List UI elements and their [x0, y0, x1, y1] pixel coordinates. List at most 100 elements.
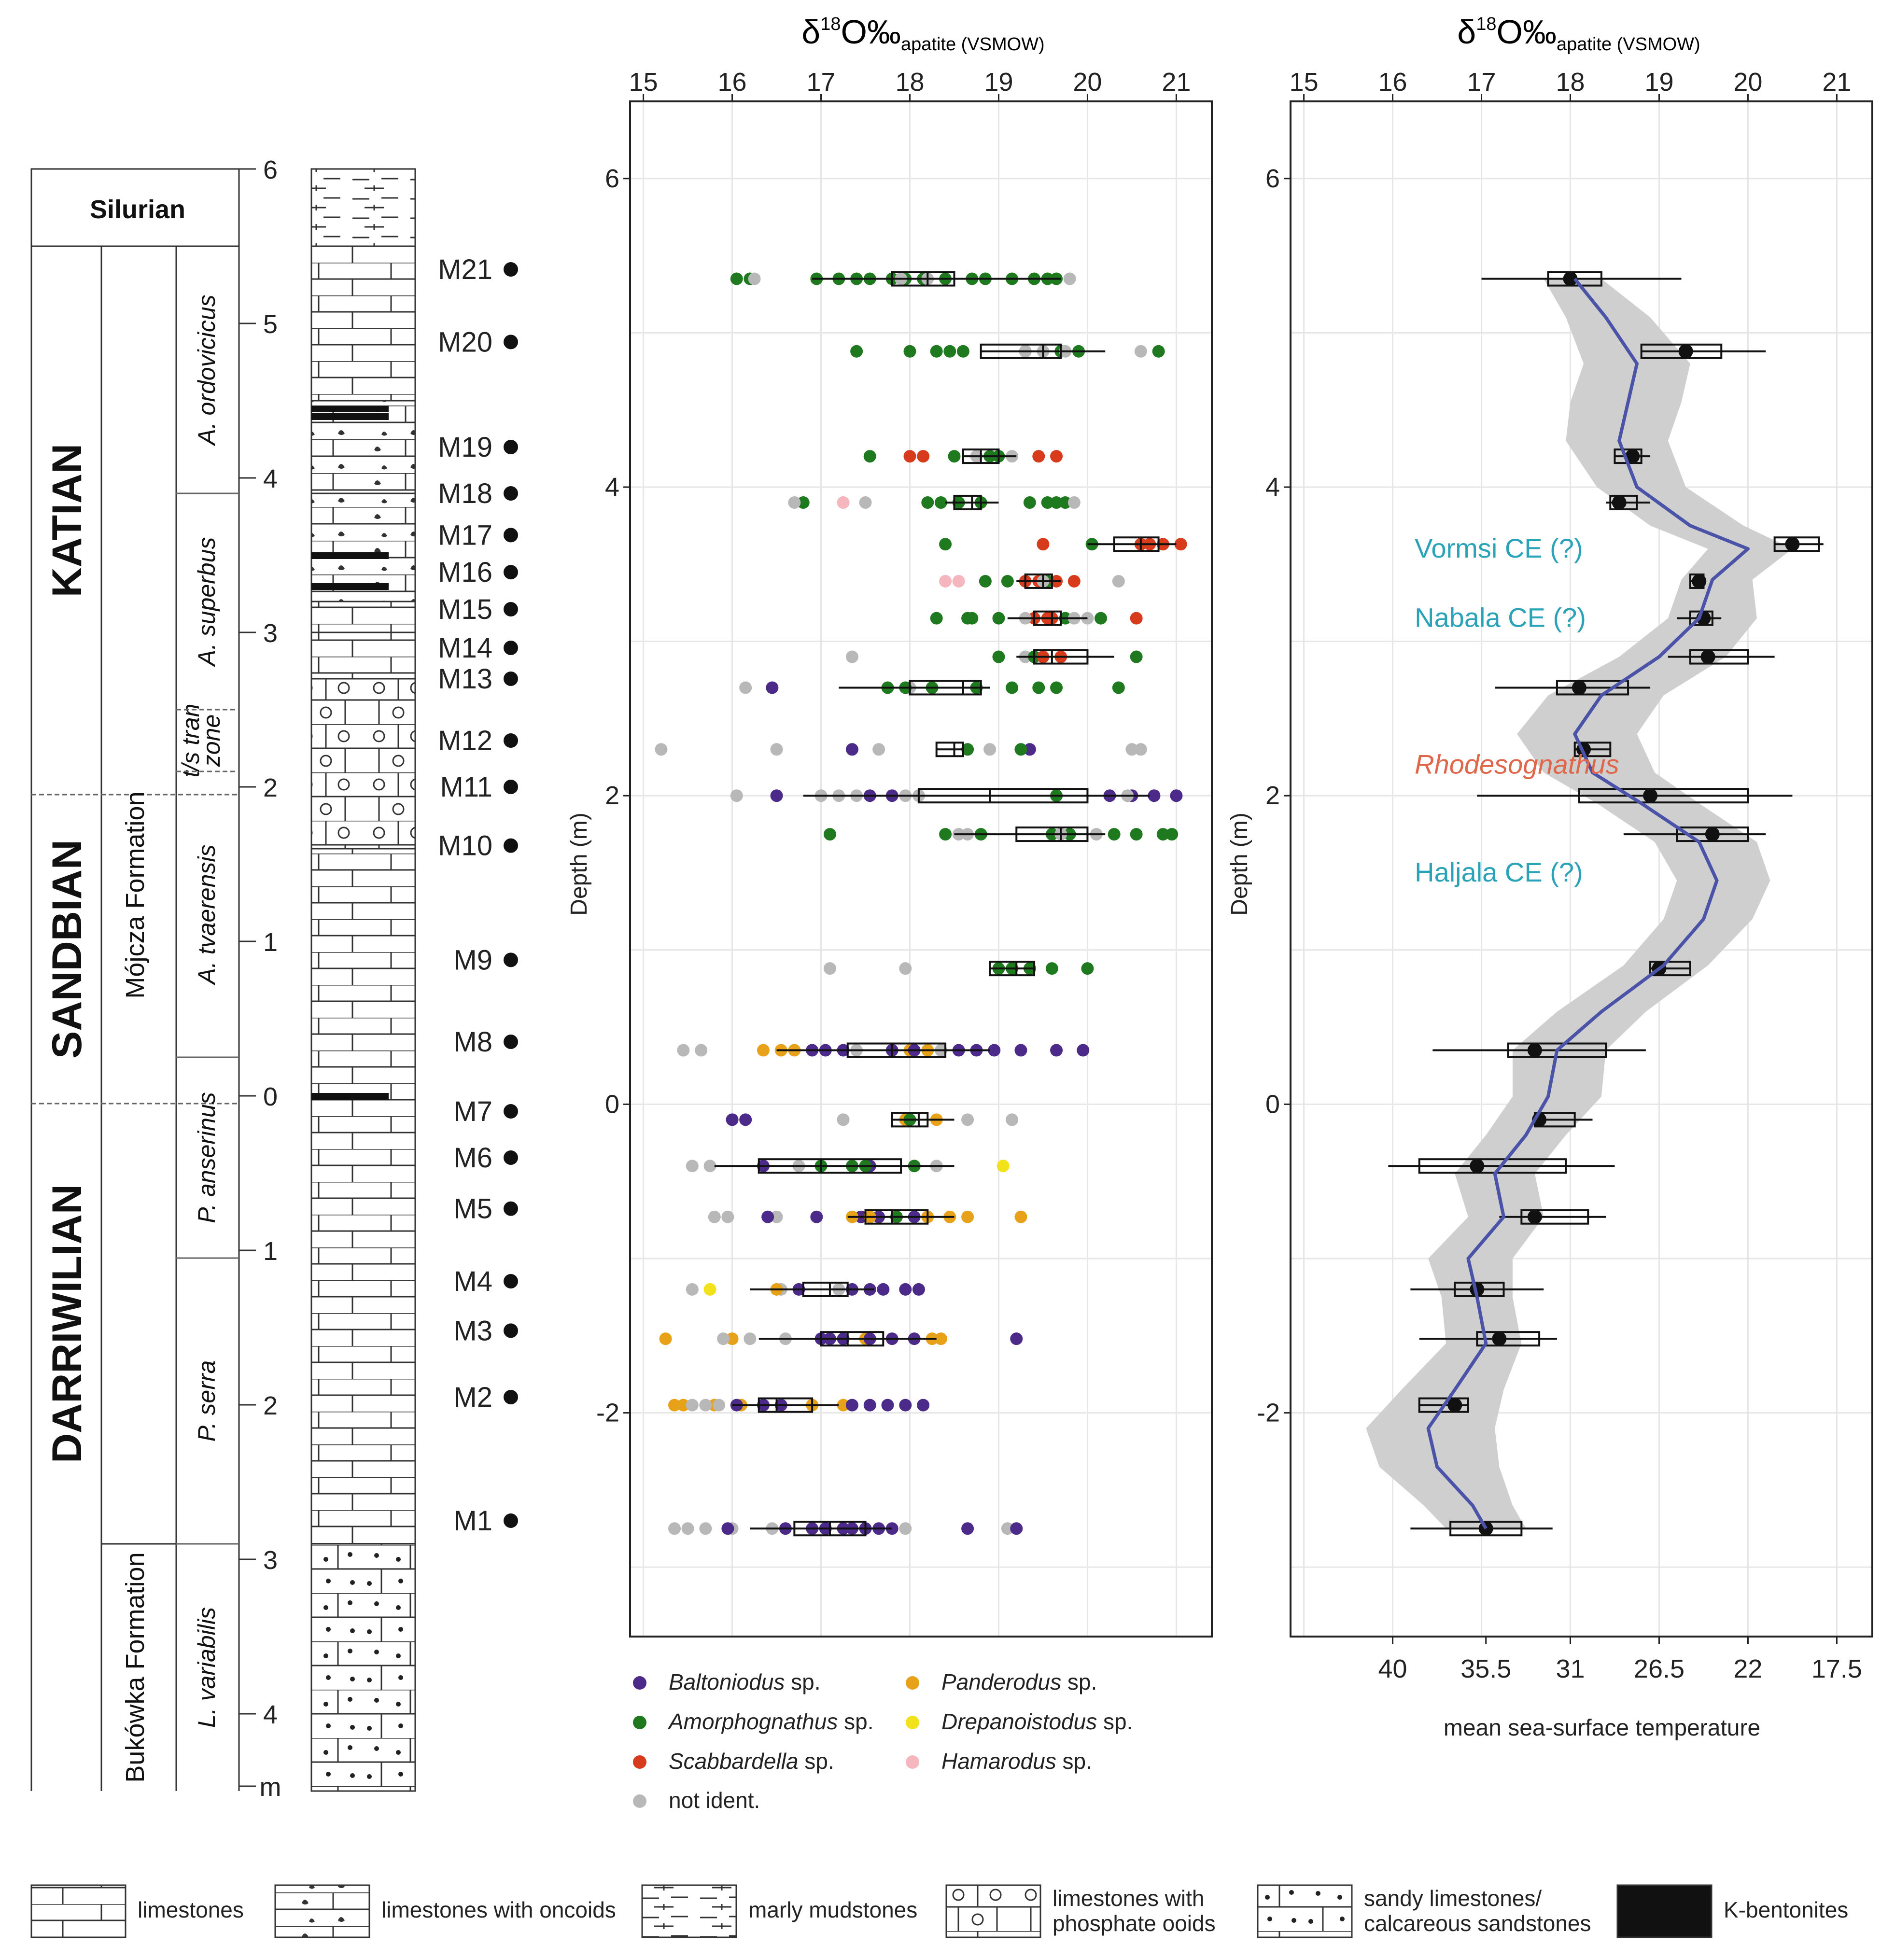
sample-marker: [504, 641, 518, 655]
data-point: [899, 1283, 912, 1296]
data-point: [712, 1399, 725, 1412]
y-tick-label: 6: [605, 164, 619, 193]
column-scale-label: 3: [263, 619, 278, 648]
sample-label: M9: [453, 944, 492, 976]
data-point: [1032, 450, 1045, 463]
data-point: [1095, 612, 1108, 625]
silurian-box: [30, 168, 240, 247]
column-scale-label: 4: [263, 1700, 278, 1729]
column-scale-label: 2: [263, 1391, 278, 1420]
data-point: [845, 650, 858, 663]
x-tick-label: 18: [895, 68, 924, 97]
box-iqr: [1015, 826, 1089, 842]
data-point: [1148, 789, 1161, 802]
data-point: [797, 496, 810, 509]
data-point: [1156, 828, 1169, 841]
data-point: [1067, 574, 1081, 588]
y-tick-label: -2: [596, 1399, 619, 1428]
data-point: [961, 1113, 974, 1126]
mean-marker: [1572, 680, 1586, 695]
sample-label: M17: [438, 519, 492, 551]
box-iqr: [758, 1397, 814, 1413]
y-tick-label: 4: [1265, 473, 1280, 502]
sample-label: M2: [453, 1382, 492, 1413]
data-point: [921, 496, 934, 509]
data-point: [1165, 828, 1179, 841]
box-iqr: [1773, 536, 1820, 552]
zone-label: L. variabilis: [193, 1607, 220, 1728]
data-point: [1130, 650, 1143, 663]
legend-label: Scabbardella sp.: [669, 1749, 834, 1774]
lithology-legend: limestones limestones with oncoids marly m…: [30, 1884, 1848, 1938]
legend-label: Drepanoistodus sp.: [941, 1709, 1133, 1734]
boxplots: [714, 271, 1177, 1537]
mean-marker: [1470, 1159, 1485, 1174]
data-point: [708, 1210, 721, 1223]
data-point: [730, 272, 743, 285]
data-point: [703, 1160, 716, 1173]
box-iqr: [802, 1281, 849, 1297]
data-point: [845, 743, 858, 756]
sample-label: M7: [453, 1096, 492, 1127]
data-point: [948, 450, 961, 463]
delta18o-smooth-panel: δ18O‰apatite (VSMOW) 15 16 17 18 19 20 21 -2 0 2…: [1227, 13, 1873, 1741]
y-tick-label: 0: [1265, 1090, 1280, 1119]
data-point: [983, 743, 997, 756]
y-tick-label: 2: [1265, 781, 1280, 810]
formation-label: Bukówka Formation: [121, 1552, 150, 1782]
delta18o-scatter-panel: δ18O‰apatite (VSMOW) 15 16 17 18 19 20 21 -2 0 2…: [566, 13, 1213, 1638]
formation-label: Mójcza Formation: [121, 791, 150, 998]
data-point: [1050, 681, 1063, 694]
temperature-tick-label: 40: [1378, 1654, 1407, 1683]
sample-marker: [504, 952, 518, 967]
data-point: [699, 1522, 712, 1535]
data-point: [899, 962, 912, 975]
box-iqr: [1033, 649, 1089, 665]
legend-marker: [906, 1755, 919, 1769]
data-point: [1050, 496, 1063, 509]
data-point: [1010, 1522, 1023, 1535]
legend-swatch: [1616, 1884, 1713, 1938]
box-iqr: [758, 1158, 902, 1174]
y-tick-label: -2: [1257, 1399, 1280, 1428]
stratigraphic-column: Silurian KATIAN SANDBIAN DARRIWILIAN Mójcza …: [30, 155, 518, 1802]
legend-label: Amorphognathus sp.: [667, 1709, 874, 1734]
data-point: [699, 1399, 712, 1412]
data-point: [1023, 743, 1036, 756]
data-point: [1001, 574, 1014, 588]
data-point: [717, 1332, 730, 1345]
legend-swatch: [641, 1884, 737, 1938]
sample-label: M21: [438, 254, 492, 285]
legend-label: limestones with oncoids: [381, 1897, 616, 1922]
sample-label: M4: [453, 1266, 492, 1297]
data-point: [1014, 1210, 1027, 1223]
y-tick-label: 4: [605, 473, 619, 502]
legend-swatch: [30, 1884, 126, 1938]
data-point: [837, 496, 850, 509]
k-bentonite-layer: [311, 406, 389, 412]
sample-label: M11: [440, 771, 492, 803]
data-point: [1014, 1044, 1027, 1057]
data-point: [939, 538, 952, 551]
data-point: [899, 1522, 912, 1535]
mean-marker: [1692, 574, 1707, 588]
column-scale-label: 5: [263, 310, 278, 339]
column-scale-label: 3: [263, 1546, 278, 1575]
data-point: [961, 743, 974, 756]
legend-label: sandy limestones/: [1364, 1886, 1542, 1911]
event-label: Vormsi CE (?): [1415, 533, 1583, 563]
k-bentonite-layer: [311, 1093, 389, 1100]
x-tick-label: 18: [1556, 68, 1585, 97]
k-bentonite-layer: [311, 552, 389, 559]
data-point: [721, 1522, 734, 1535]
box-iqr: [864, 1209, 929, 1225]
data-point: [859, 496, 872, 509]
box-iqr: [1033, 610, 1062, 626]
data-point: [966, 612, 979, 625]
data-point: [761, 1210, 774, 1223]
box-iqr: [1024, 573, 1053, 589]
data-point: [1006, 681, 1019, 694]
data-point: [1130, 828, 1143, 841]
data-point: [703, 1283, 716, 1296]
